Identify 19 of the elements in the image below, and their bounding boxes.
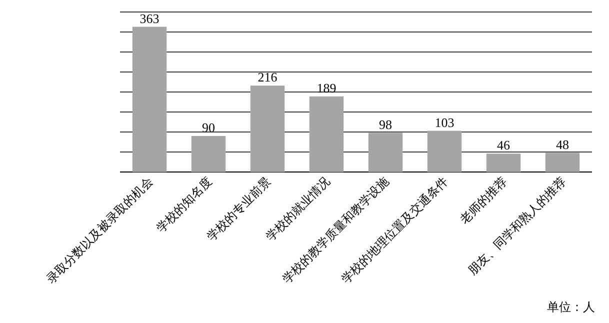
bar [427,130,462,172]
bar [132,26,167,172]
data-label: 363 [140,10,160,26]
x-tick-label: 录取分数以及被录取的机会 [44,174,156,286]
data-label: 46 [497,138,510,153]
bar [486,154,521,172]
bar [309,96,344,172]
bar [250,86,285,172]
bar [368,132,403,172]
text: 单位：人 [547,300,595,314]
bar [545,152,580,172]
data-label: 189 [316,80,336,96]
bar [191,136,226,172]
data-label: 48 [556,136,569,152]
data-label: 103 [434,114,454,130]
data-label: 216 [258,70,278,85]
x-tick-label: 老师的推荐 [457,174,510,227]
data-label: 90 [202,120,215,135]
data-label: 98 [379,116,392,132]
